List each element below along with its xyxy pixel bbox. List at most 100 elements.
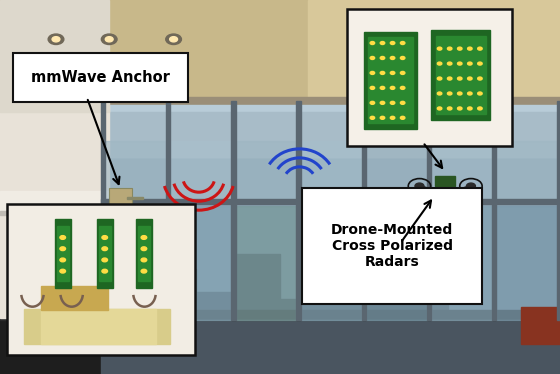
Circle shape [400,56,405,59]
Bar [301,141,362,199]
Bar [427,101,431,320]
Circle shape [437,107,442,110]
Circle shape [141,269,147,273]
Circle shape [380,56,385,59]
Circle shape [141,258,147,262]
Bar [127,197,143,199]
Bar [308,0,560,105]
Circle shape [437,189,453,200]
Bar [368,37,413,123]
Bar [101,150,560,318]
Bar [236,206,296,320]
Circle shape [370,71,375,74]
FancyBboxPatch shape [347,9,512,146]
Bar [101,105,560,157]
Bar [101,101,105,320]
Circle shape [141,236,147,239]
Circle shape [478,107,482,110]
Bar [231,101,236,320]
Circle shape [433,186,458,203]
Circle shape [166,34,181,45]
Bar [105,141,166,199]
Circle shape [105,37,113,42]
Circle shape [447,77,452,80]
Bar [41,286,108,310]
Bar [0,0,560,105]
Bar [492,101,497,320]
Bar [101,112,560,157]
FancyBboxPatch shape [109,188,132,204]
Circle shape [447,92,452,95]
Circle shape [437,47,442,50]
Circle shape [370,42,375,45]
Circle shape [380,71,385,74]
Circle shape [400,42,405,45]
Circle shape [447,47,452,50]
Circle shape [60,247,66,251]
Bar [521,307,560,344]
Circle shape [437,62,442,65]
Circle shape [478,92,482,95]
Bar [366,141,427,199]
Circle shape [400,101,405,104]
Bar [41,309,156,344]
Circle shape [102,247,108,251]
Circle shape [468,47,472,50]
Circle shape [390,86,395,89]
Bar [57,226,69,280]
Circle shape [390,42,395,45]
Bar [366,206,427,320]
Circle shape [468,62,472,65]
Circle shape [458,92,462,95]
FancyBboxPatch shape [13,53,188,102]
Circle shape [466,200,475,206]
Circle shape [370,56,375,59]
Circle shape [390,56,395,59]
Bar [362,101,366,320]
Circle shape [447,107,452,110]
Polygon shape [101,243,560,374]
Bar [436,36,486,114]
Circle shape [48,34,64,45]
Circle shape [60,269,66,273]
Circle shape [102,236,108,239]
Circle shape [380,116,385,119]
Circle shape [468,92,472,95]
Bar [431,141,492,199]
Circle shape [458,77,462,80]
Circle shape [102,258,108,262]
Bar [0,0,109,112]
Circle shape [380,42,385,45]
Circle shape [400,71,405,74]
Bar [301,206,362,320]
Circle shape [370,116,375,119]
Bar [497,141,557,199]
Circle shape [390,101,395,104]
Circle shape [458,47,462,50]
Bar [24,309,170,344]
Text: mmWave Anchor: mmWave Anchor [31,70,170,85]
Circle shape [380,101,385,104]
Bar [0,191,118,211]
Bar [557,101,560,320]
Circle shape [101,34,117,45]
Bar [166,101,170,320]
Bar [55,219,71,288]
Bar [101,199,560,204]
Circle shape [60,258,66,262]
Circle shape [370,86,375,89]
Circle shape [478,47,482,50]
Circle shape [390,71,395,74]
Circle shape [400,86,405,89]
Bar [170,141,231,199]
Circle shape [52,37,60,42]
Bar [296,101,301,320]
Circle shape [415,200,424,206]
Bar [497,206,557,320]
Circle shape [170,37,178,42]
Circle shape [370,101,375,104]
FancyBboxPatch shape [7,204,195,355]
Circle shape [380,86,385,89]
Circle shape [400,116,405,119]
Circle shape [437,92,442,95]
